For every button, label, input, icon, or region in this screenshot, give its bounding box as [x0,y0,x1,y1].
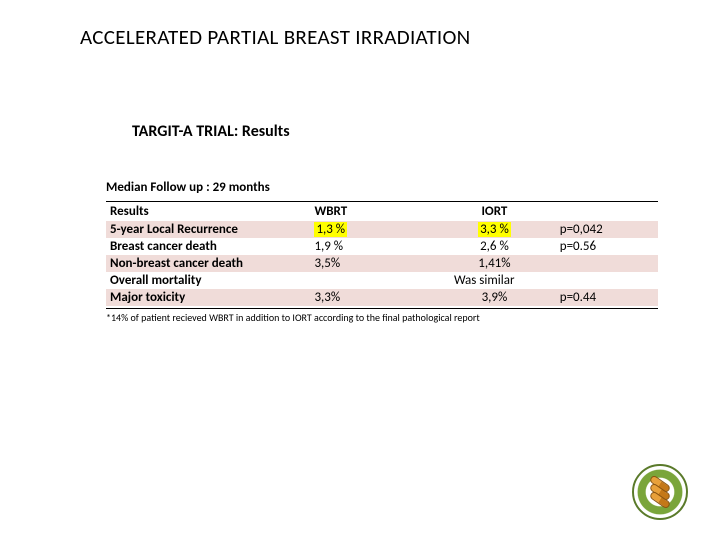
cell-wbrt: 3,5% [310,255,433,272]
header-iort: IORT [433,202,556,221]
results-table: Results WBRT IORT 5-year Local Recurrenc… [106,202,658,306]
header-results: Results [106,202,310,221]
cell-pvalue [556,255,658,272]
footnote: *14% of patient recieved WBRT in additio… [106,308,658,324]
cell-wbrt: 3,3% [310,289,433,306]
row-label: Non-breast cancer death [106,255,310,272]
row-span-value: Was similar [310,272,658,289]
table-row: Breast cancer death1,9 %2,6 %p=0.56 [106,238,658,255]
table-row: Non-breast cancer death3,5%1,41% [106,255,658,272]
cell-wbrt: 1,9 % [310,238,433,255]
cell-wbrt: 1,3 % [310,221,433,238]
cell-iort: 3,9% [433,289,556,306]
cell-pvalue: p=0.56 [556,238,658,255]
row-label: Overall mortality [106,272,310,289]
followup-text: Median Follow up : 29 months [106,180,658,202]
slide-title: ACCELERATED PARTIAL BREAST IRRADIATION [80,24,471,50]
cell-pvalue: p=0.44 [556,289,658,306]
cell-iort: 1,41% [433,255,556,272]
row-label: Major toxicity [106,289,310,306]
table-row: Overall mortalityWas similar [106,272,658,289]
results-block: Median Follow up : 29 months Results WBR… [106,180,658,324]
table-row: 5-year Local Recurrence1,3 %3,3 %p=0,042 [106,221,658,238]
table-header-row: Results WBRT IORT [106,202,658,221]
row-label: Breast cancer death [106,238,310,255]
cell-iort: 3,3 % [433,221,556,238]
cell-iort: 2,6 % [433,238,556,255]
cell-pvalue: p=0,042 [556,221,658,238]
header-pval [556,202,658,221]
organization-logo [632,464,688,520]
table-row: Major toxicity3,3%3,9%p=0.44 [106,289,658,306]
header-wbrt: WBRT [310,202,433,221]
subtitle: TARGIT-A TRIAL: Results [132,122,290,141]
row-label: 5-year Local Recurrence [106,221,310,238]
